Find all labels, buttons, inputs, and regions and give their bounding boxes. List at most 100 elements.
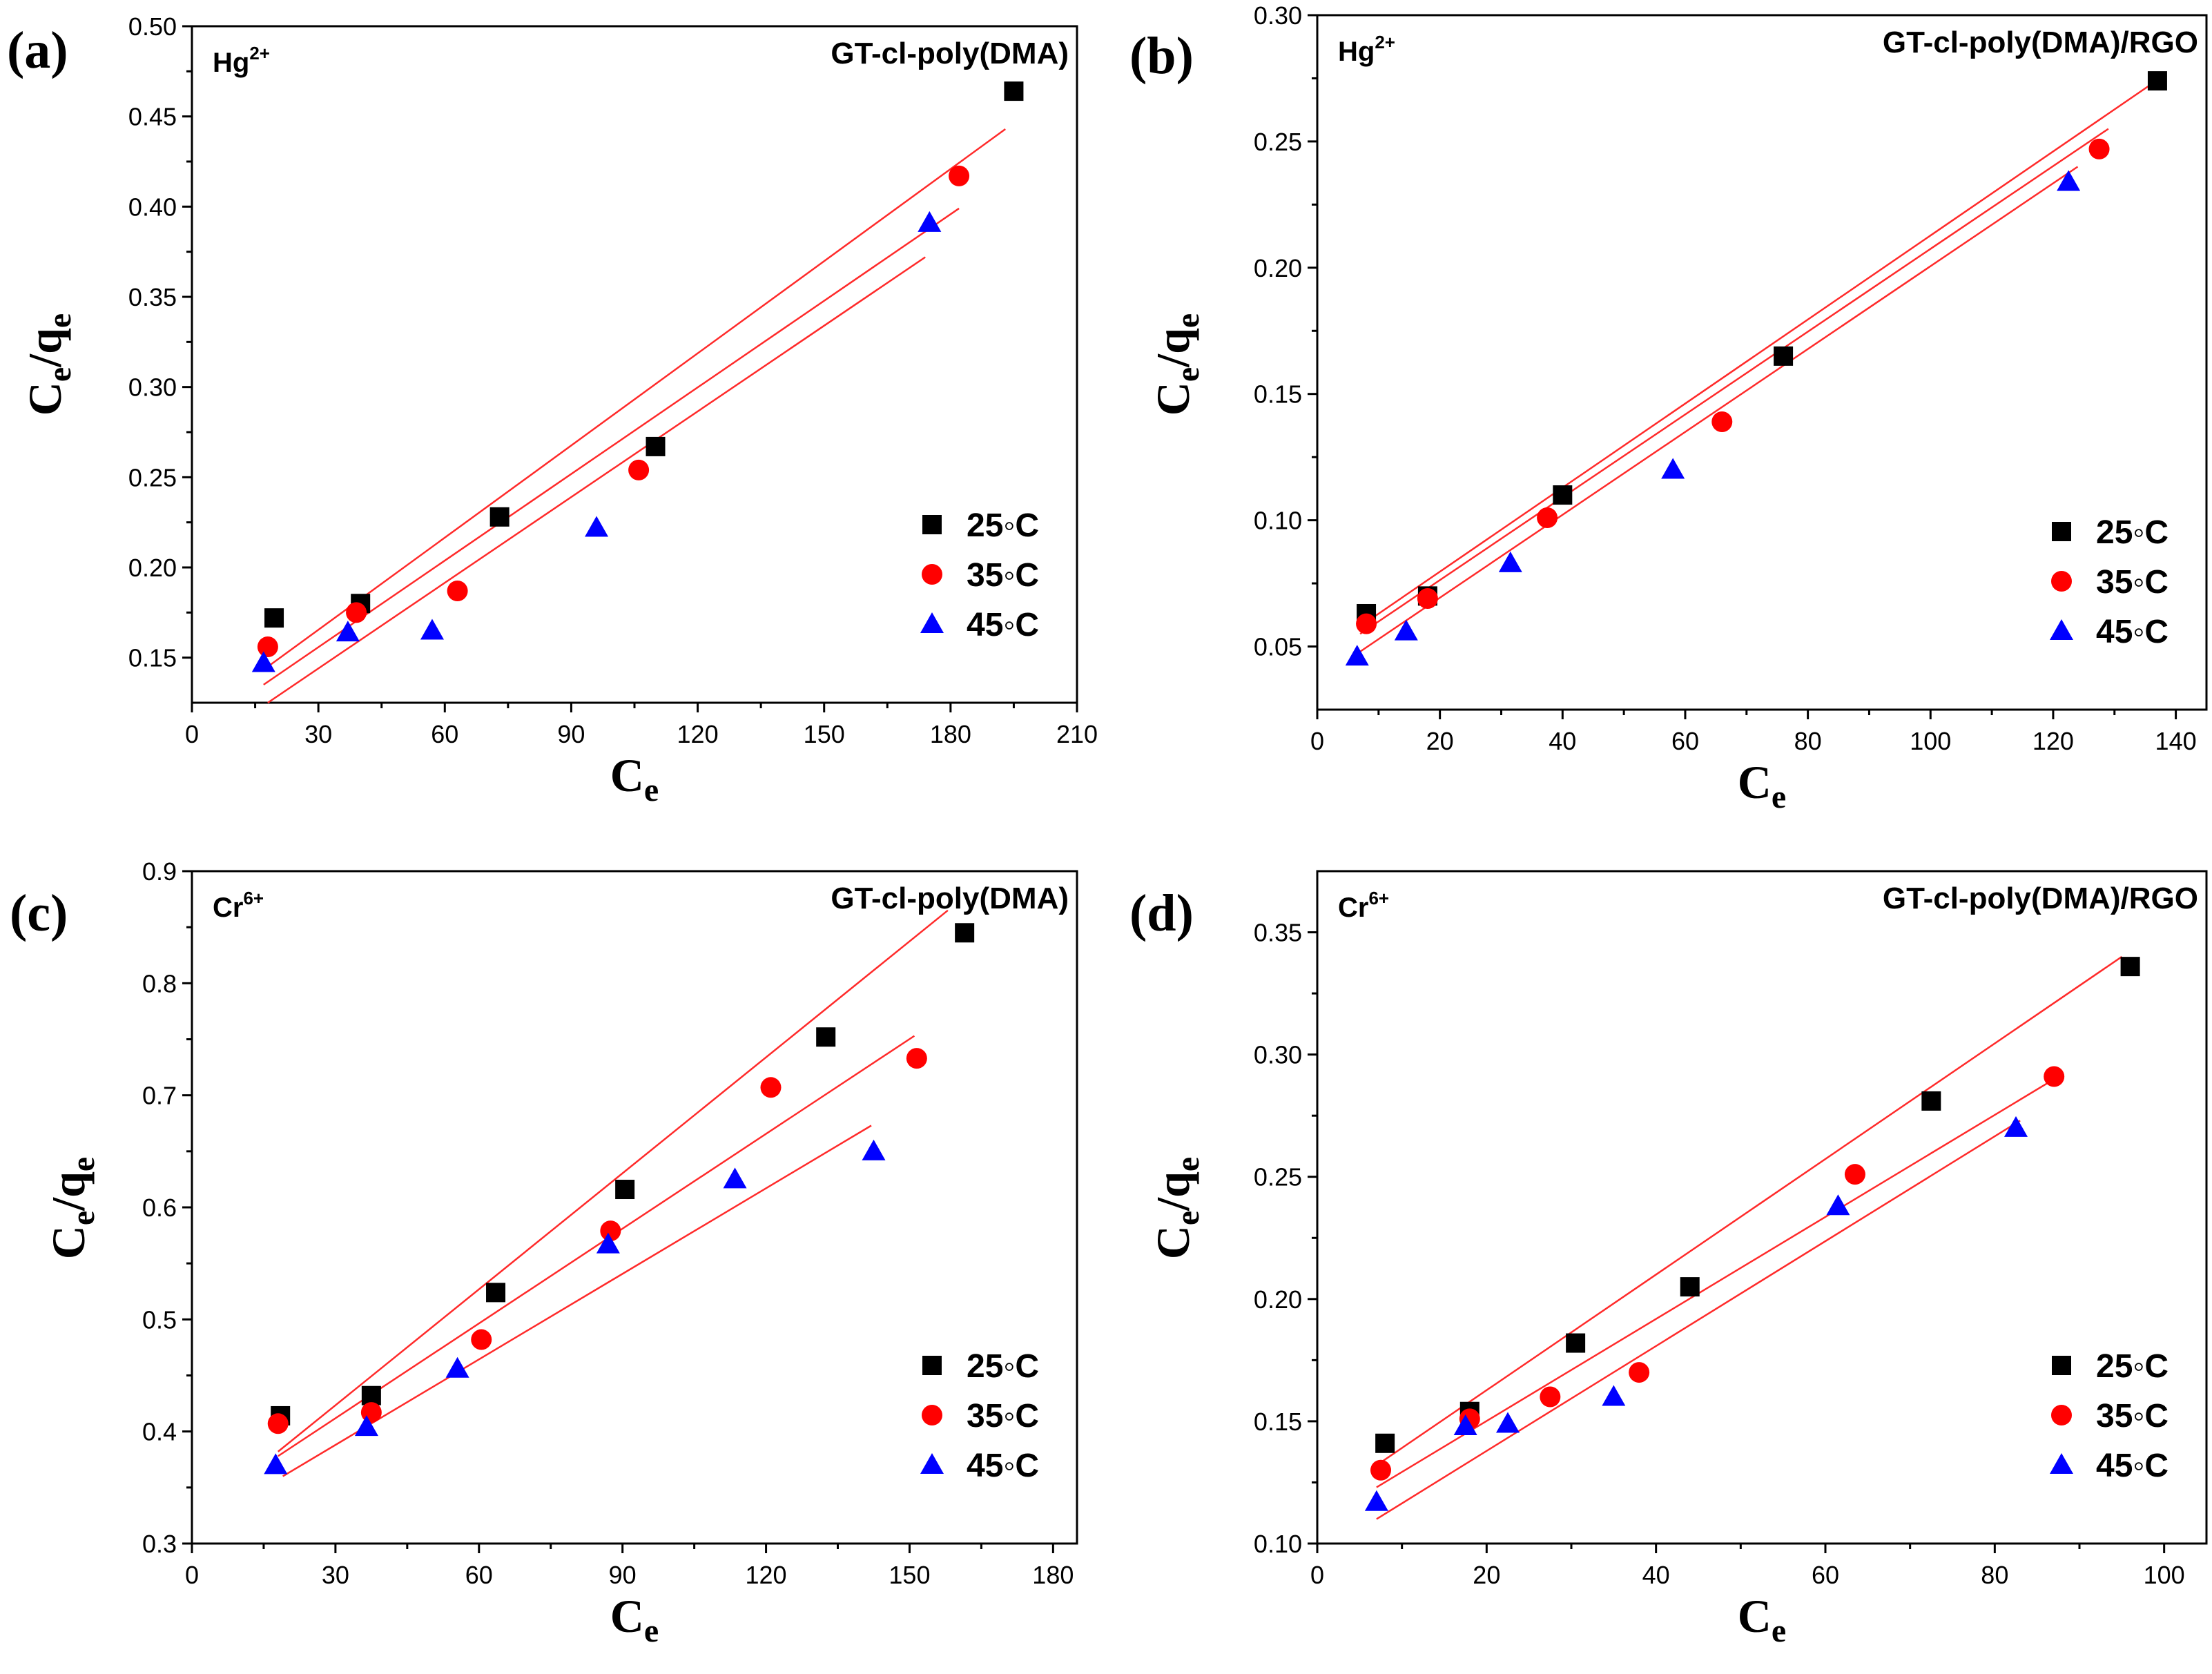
data-point-35C: [2044, 1066, 2065, 1087]
data-point-25C: [1566, 1333, 1586, 1353]
data-point-45C: [1498, 551, 1522, 572]
plot-frame: [1316, 870, 2208, 1545]
panel-letter: (c): [10, 884, 68, 942]
x-tick-label: 150: [804, 720, 845, 748]
data-point-45C: [585, 516, 609, 537]
fit-line-45C: [267, 256, 926, 704]
y-tick-label: 0.40: [128, 193, 177, 221]
x-tick-label: 210: [1056, 720, 1098, 748]
x-tick-label: 150: [889, 1561, 930, 1589]
x-axis-title-subscript: e: [644, 1613, 659, 1649]
x-tick-label: 80: [1981, 1561, 2008, 1589]
y-tick-label: 0.35: [1254, 919, 1302, 947]
legend-marker: [922, 515, 942, 534]
chart-panel-c: 0 30 60 90 120 150 180 0.3 0.4 0.5 0.6 0.7 0.8 0.9 25◦…: [10, 857, 1078, 1649]
y-tick-label: 0.30: [1254, 1041, 1302, 1069]
x-axis-title: Ce: [610, 749, 659, 808]
y-tick-label: 0.05: [1254, 633, 1302, 661]
panel-letter: (b): [1129, 27, 1194, 85]
data-point-25C: [615, 1180, 635, 1200]
y-axis-title: Ce/qe: [1147, 313, 1206, 416]
data-point-45C: [2057, 170, 2081, 191]
x-tick-label: 140: [2155, 727, 2197, 755]
data-point-25C: [1553, 485, 1573, 505]
x-tick-label: 120: [2032, 727, 2074, 755]
y-tick-label: 0.50: [128, 12, 177, 41]
y-axis-title-part: C: [19, 382, 71, 416]
data-point-25C: [264, 608, 284, 628]
legend-marker: [922, 564, 942, 585]
x-tick-label: 120: [677, 720, 719, 748]
x-tick-label: 120: [746, 1561, 787, 1589]
fit-line-25C: [277, 909, 949, 1452]
y-axis-title-part: /q: [1147, 1171, 1199, 1211]
y-tick-label: 0.25: [128, 463, 177, 492]
y-axis-title: Ce/qe: [1147, 1157, 1206, 1259]
ion-charge: 2+: [1375, 32, 1395, 52]
x-tick-label: 180: [930, 720, 971, 748]
legend-label: 45◦C: [967, 607, 1039, 643]
fit-line-25C: [1359, 75, 2164, 627]
legend-marker: [920, 612, 944, 633]
x-tick-label: 40: [1642, 1561, 1670, 1589]
x-tick-label: 90: [609, 1561, 637, 1589]
material-label: GT-cl-poly(DMA): [831, 37, 1069, 70]
data-point-25C: [646, 436, 666, 456]
legend-label: 25◦C: [967, 1348, 1039, 1385]
data-point-25C: [2120, 957, 2140, 977]
ion-charge: 2+: [249, 43, 270, 64]
x-axis-title: Ce: [610, 1590, 659, 1649]
x-tick-label: 20: [1473, 1561, 1500, 1589]
data-point-45C: [264, 1453, 288, 1475]
data-point-35C: [1537, 507, 1558, 528]
y-tick-label: 0.9: [142, 857, 177, 886]
data-point-35C: [1370, 1459, 1391, 1481]
x-tick-label: 20: [1426, 727, 1454, 755]
y-axis-title: Ce/qe: [19, 313, 78, 416]
chart-panel-b: 0 20 40 60 80 100 120 140 0.05 0.10 0.15 0.20 0.25 0.…: [1129, 1, 2208, 815]
data-point-35C: [267, 1413, 289, 1434]
y-axis-title-part: /q: [42, 1171, 95, 1211]
y-axis-title-subscript: e: [65, 1211, 101, 1225]
x-tick-label: 60: [431, 720, 458, 748]
data-point-45C: [336, 621, 360, 642]
data-point-45C: [2004, 1116, 2028, 1137]
fit-line-25C: [267, 128, 1006, 668]
legend-label: 25◦C: [967, 507, 1039, 544]
chart-panel-a: 0 30 60 90 120 150 180 210 0.15 0.20 0.25 0.30 0.35 0…: [7, 12, 1098, 808]
x-tick-label: 30: [304, 720, 332, 748]
data-point-35C: [1711, 411, 1733, 432]
x-axis-title: Ce: [1738, 756, 1786, 815]
data-point-25C: [2147, 71, 2167, 91]
material-label: GT-cl-poly(DMA)/RGO: [1883, 26, 2198, 59]
data-point-25C: [489, 507, 510, 527]
data-point-35C: [346, 602, 367, 623]
legend-marker: [2052, 522, 2071, 541]
legend-marker: [2051, 571, 2072, 592]
y-axis-title: Ce/qe: [42, 1157, 101, 1259]
data-point-45C: [1602, 1385, 1626, 1406]
y-tick-label: 0.10: [1254, 1530, 1302, 1558]
y-tick-label: 0.20: [128, 554, 177, 582]
data-point-35C: [1417, 588, 1438, 610]
fit-line-25C: [1376, 955, 2123, 1466]
chart-panel-d: 0 20 40 60 80 100 0.10 0.15 0.20 0.25 0.30 0.35 25◦C…: [1129, 870, 2208, 1649]
ion-charge: 6+: [243, 888, 264, 908]
data-point-35C: [1629, 1362, 1650, 1383]
y-axis-title-subscript: e: [1170, 367, 1206, 382]
y-tick-label: 0.15: [1254, 380, 1302, 409]
x-tick-label: 80: [1794, 727, 1822, 755]
data-point-35C: [1356, 613, 1377, 634]
legend-marker: [922, 1405, 942, 1425]
panel-letter: (a): [7, 21, 68, 79]
y-axis-title-part: C: [42, 1225, 95, 1259]
x-tick-label: 100: [2144, 1561, 2185, 1589]
data-point-35C: [2088, 138, 2110, 159]
y-tick-label: 0.20: [1254, 1285, 1302, 1314]
y-axis-title-subscript: e: [41, 313, 78, 328]
data-point-45C: [1826, 1194, 1850, 1216]
ion-charge: 6+: [1368, 888, 1389, 908]
fit-line-45C: [1376, 1120, 2021, 1520]
x-axis-title-subscript: e: [1772, 779, 1786, 815]
data-point-25C: [1680, 1277, 1700, 1297]
